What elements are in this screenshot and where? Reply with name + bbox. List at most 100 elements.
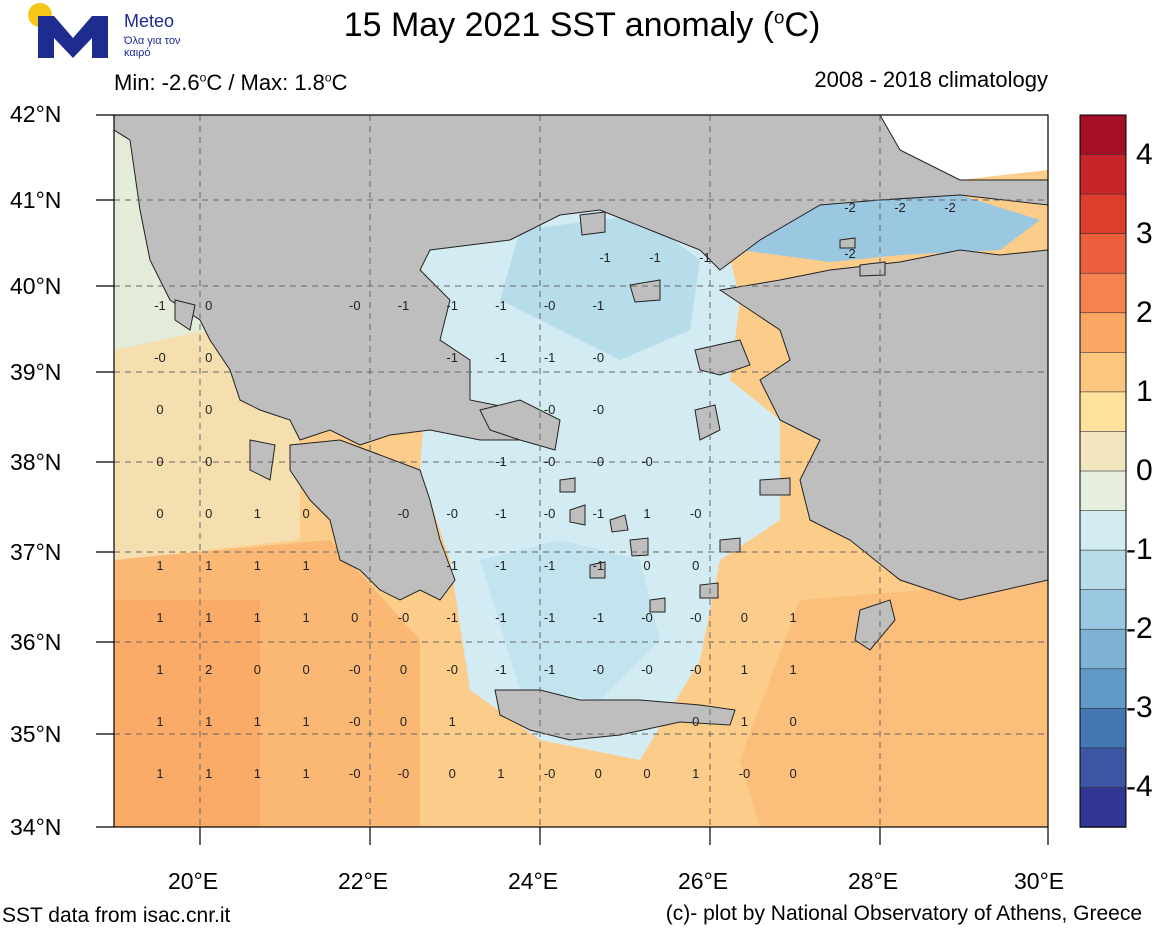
anomaly-value: 1 xyxy=(156,662,163,677)
anomaly-value: -0 xyxy=(398,610,410,625)
anomaly-value: -1 xyxy=(495,298,507,313)
anomaly-value: -1 xyxy=(495,350,507,365)
land-lesvos xyxy=(694,339,751,376)
anomaly-value: 1 xyxy=(643,506,650,521)
anomaly-value: 0 xyxy=(789,714,796,729)
anomaly-value: -0 xyxy=(349,766,361,781)
anomaly-value: 0 xyxy=(741,610,748,625)
anomaly-value: 2 xyxy=(205,662,212,677)
anomaly-value: -0 xyxy=(593,402,605,417)
land-rhodes xyxy=(854,599,896,651)
anomaly-value: 1 xyxy=(302,714,309,729)
anomaly-value: 0 xyxy=(205,350,212,365)
land-peloponnese xyxy=(289,439,456,601)
lat-label-34: 34°N xyxy=(10,814,62,840)
colorbar-swatch xyxy=(1079,431,1127,472)
colorbar-label-neg4: -4 xyxy=(1126,770,1153,803)
anomaly-value: -1 xyxy=(593,298,605,313)
lon-label-22: 22°E xyxy=(338,868,389,894)
colorbar-swatch xyxy=(1079,549,1127,591)
map-frame xyxy=(113,114,1049,828)
meteo-logo[interactable] xyxy=(22,2,122,60)
cool-anomaly-north-aegean xyxy=(500,215,700,360)
anomaly-value: 0 xyxy=(205,454,212,469)
anomaly-value: -1 xyxy=(593,558,605,573)
anomaly-value: 1 xyxy=(741,662,748,677)
anomaly-value: -1 xyxy=(446,350,458,365)
anomaly-value: 1 xyxy=(497,766,504,781)
colorbar xyxy=(1079,114,1127,828)
anomaly-value: 1 xyxy=(205,714,212,729)
anomaly-value: -1 xyxy=(495,558,507,573)
anomaly-value: 0 xyxy=(643,558,650,573)
logo-name: Meteo xyxy=(124,11,175,31)
anomaly-value: 0 xyxy=(789,766,796,781)
lon-label-28: 28°E xyxy=(848,868,899,894)
anomaly-value: 0 xyxy=(156,506,163,521)
anomaly-value: 1 xyxy=(449,714,456,729)
lat-label-39: 39°N xyxy=(10,359,62,385)
anomaly-value: 1 xyxy=(254,714,261,729)
colorbar-swatch xyxy=(1079,747,1127,789)
anomaly-value: 1 xyxy=(205,558,212,573)
anomaly-value: 1 xyxy=(254,766,261,781)
colorbar-swatch xyxy=(1079,272,1127,314)
colorbar-swatch xyxy=(1079,628,1127,670)
anomaly-value: 1 xyxy=(254,610,261,625)
anomaly-value: -1 xyxy=(544,662,556,677)
plot-credit: (c)- plot by National Observatory of Ath… xyxy=(665,902,1142,925)
anomaly-value: -1 xyxy=(699,250,711,265)
colorbar-swatch xyxy=(1079,391,1127,433)
climatology-label: 2008 - 2018 climatology xyxy=(814,67,1048,92)
anomaly-value: -0 xyxy=(154,350,166,365)
colorbar-swatch xyxy=(1079,233,1127,275)
anomaly-value: 0 xyxy=(692,558,699,573)
land-kefalonia xyxy=(249,439,276,481)
lat-label-36: 36°N xyxy=(10,629,62,655)
land-limnos xyxy=(629,279,661,303)
anomaly-value: -0 xyxy=(641,454,653,469)
colorbar-label-0: 0 xyxy=(1136,454,1153,487)
colorbar-swatch xyxy=(1079,193,1127,235)
anomaly-value: 0 xyxy=(449,766,456,781)
anomaly-value: -1 xyxy=(446,610,458,625)
anomaly-value: 1 xyxy=(254,506,261,521)
anomaly-value: -0 xyxy=(739,766,751,781)
colorbar-swatch xyxy=(1079,510,1127,551)
anomaly-value: 0 xyxy=(205,506,212,521)
cool-anomaly-south-aegean xyxy=(480,540,660,700)
anomaly-value: 1 xyxy=(741,714,748,729)
anomaly-value: -0 xyxy=(349,662,361,677)
anomaly-value: -1 xyxy=(446,558,458,573)
colorbar-swatch xyxy=(1079,114,1127,156)
anomaly-value: -1 xyxy=(649,250,661,265)
anomaly-value: 1 xyxy=(302,558,309,573)
anomaly-value: 1 xyxy=(205,610,212,625)
map-plot-area: -1 0 -0 -1 -1 -1 -0 -1 -0 0 -1 -1 -1 -0 0 0 -0 -0 0 0 -1 -0 -0… xyxy=(114,115,1048,827)
lat-label-35: 35°N xyxy=(10,721,62,747)
anomaly-value: 0 xyxy=(302,662,309,677)
lat-label-41: 41°N xyxy=(10,187,62,213)
colorbar-swatch xyxy=(1079,154,1127,195)
anomaly-value: 1 xyxy=(302,610,309,625)
colorbar-swatch xyxy=(1079,470,1127,512)
anomaly-value: 1 xyxy=(156,610,163,625)
anomaly-value: -1 xyxy=(593,610,605,625)
anomaly-value: -0 xyxy=(398,766,410,781)
colorbar-swatch xyxy=(1079,312,1127,354)
land-turkey xyxy=(718,249,1048,601)
anomaly-value: -1 xyxy=(495,610,507,625)
anomaly-value: 1 xyxy=(692,766,699,781)
lon-label-24: 24°E xyxy=(508,868,559,894)
anomaly-value: -1 xyxy=(593,506,605,521)
land-marmara-islands xyxy=(839,237,886,277)
anomaly-value: 0 xyxy=(205,298,212,313)
lon-label-20: 20°E xyxy=(168,868,219,894)
anomaly-value: -1 xyxy=(544,610,556,625)
anomaly-value: -0 xyxy=(544,766,556,781)
anomaly-value: 1 xyxy=(789,610,796,625)
anomaly-value: -0 xyxy=(690,662,702,677)
anomaly-value: -0 xyxy=(349,714,361,729)
land-crete xyxy=(494,689,736,741)
